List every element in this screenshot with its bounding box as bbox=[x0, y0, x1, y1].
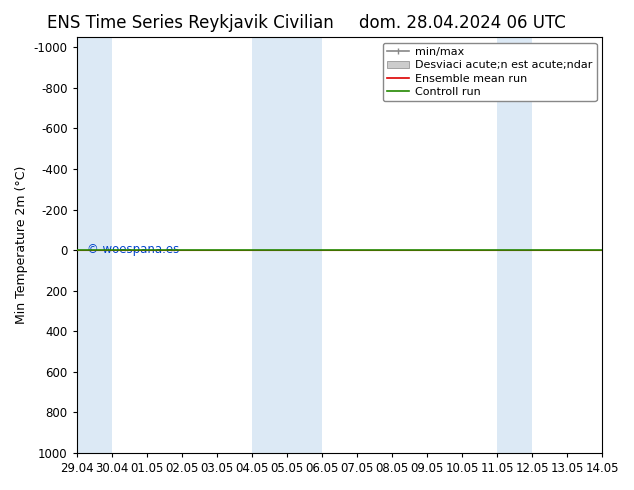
Bar bbox=[77, 37, 112, 453]
Y-axis label: Min Temperature 2m (°C): Min Temperature 2m (°C) bbox=[15, 166, 28, 324]
Text: © woespana.es: © woespana.es bbox=[87, 243, 179, 256]
Bar bbox=[497, 37, 532, 453]
Text: dom. 28.04.2024 06 UTC: dom. 28.04.2024 06 UTC bbox=[359, 14, 566, 32]
Text: ENS Time Series Reykjavik Civilian: ENS Time Series Reykjavik Civilian bbox=[47, 14, 333, 32]
Legend: min/max, Desviaci acute;n est acute;ndar, Ensemble mean run, Controll run: min/max, Desviaci acute;n est acute;ndar… bbox=[383, 43, 597, 101]
Bar bbox=[252, 37, 322, 453]
